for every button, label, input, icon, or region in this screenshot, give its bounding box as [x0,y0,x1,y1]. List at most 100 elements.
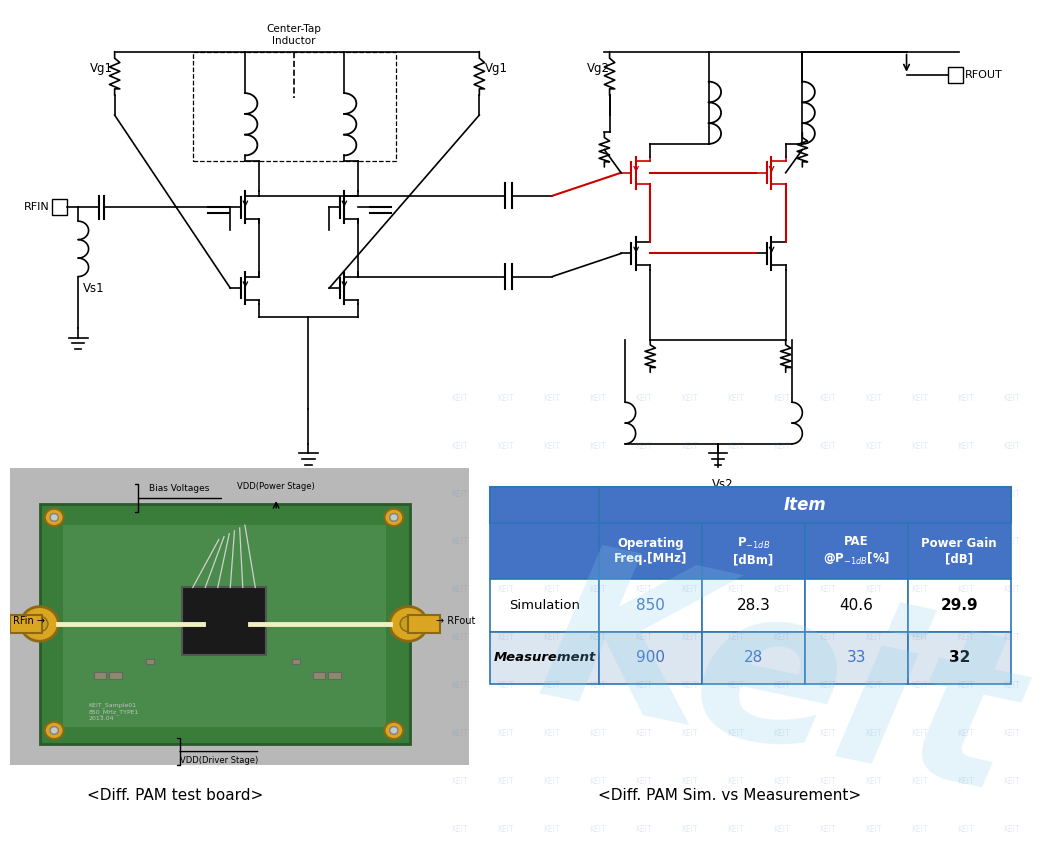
Bar [182,587,266,654]
Text: KEIT: KEIT [636,778,652,786]
Text: KEIT: KEIT [1003,682,1020,690]
Text: KEIT: KEIT [912,441,928,451]
Bar [702,579,804,632]
Text: KEIT: KEIT [727,394,744,403]
Bar [52,199,67,215]
Text: KEIT: KEIT [912,633,928,643]
Text: KEIT: KEIT [820,586,837,594]
Text: Vs1: Vs1 [83,282,105,295]
Text: KEIT: KEIT [774,490,790,498]
Text: 28.3: 28.3 [737,598,770,613]
Text: KEIT: KEIT [544,441,561,451]
Text: KEIT: KEIT [912,394,928,403]
Bar [908,632,1011,684]
Text: 850: 850 [637,598,665,613]
Text: KEIT: KEIT [1003,586,1020,594]
Text: Vg2: Vg2 [587,62,610,76]
Text: KEIT: KEIT [544,778,561,786]
Text: KEIT: KEIT [498,586,515,594]
Text: KEIT: KEIT [681,682,698,690]
Text: KEIT: KEIT [544,490,561,498]
Text: KEIT: KEIT [958,394,974,403]
Text: KEIT: KEIT [774,682,790,690]
Text: KEIT: KEIT [636,633,652,643]
Bar [109,672,122,678]
Circle shape [45,722,64,740]
Circle shape [390,607,427,641]
Circle shape [45,509,64,526]
Text: VDD(Power Stage): VDD(Power Stage) [238,483,315,491]
Bar [702,523,804,579]
Circle shape [31,616,48,632]
Text: KEIT: KEIT [451,394,468,403]
Text: KEIT: KEIT [820,729,837,739]
Text: <Diff. PAM test board>: <Diff. PAM test board> [86,787,264,802]
Bar [948,66,963,82]
Text: KEIT: KEIT [958,682,974,690]
Text: KEIT: KEIT [958,633,974,643]
Text: KEIT: KEIT [774,778,790,786]
Text: Center-Tap
Inductor: Center-Tap Inductor [267,25,321,46]
Text: KEIT: KEIT [727,729,744,739]
Text: 28: 28 [744,650,763,666]
Bar [10,615,42,632]
Bar [908,523,1011,579]
Text: KEIT: KEIT [1003,778,1020,786]
Text: KEIT: KEIT [451,633,468,643]
Text: KEIT: KEIT [498,441,515,451]
Bar [804,523,908,579]
Text: <Diff. PAM Sim. vs Measurement>: <Diff. PAM Sim. vs Measurement> [598,787,862,802]
Text: KEIT: KEIT [958,729,974,739]
Bar [292,660,300,664]
Text: KEIT: KEIT [451,825,468,835]
Text: 29.9: 29.9 [941,598,978,613]
Text: KEIT: KEIT [498,490,515,498]
Text: KEIT: KEIT [1003,537,1020,547]
Text: KEIT: KEIT [451,441,468,451]
Text: KEIT: KEIT [1003,825,1020,835]
Bar [94,672,106,678]
Text: KEIT: KEIT [820,778,837,786]
Text: KEIT: KEIT [498,778,515,786]
Text: KEIT: KEIT [727,490,744,498]
Text: KEIT: KEIT [820,537,837,547]
Text: KEIT: KEIT [958,441,974,451]
Text: KEIT: KEIT [451,729,468,739]
Text: KEIT: KEIT [958,778,974,786]
Text: KEIT: KEIT [590,729,606,739]
Text: KEIT: KEIT [544,682,561,690]
Text: KEIT: KEIT [498,633,515,643]
Circle shape [384,509,403,526]
Text: KEIT: KEIT [590,825,606,835]
Text: KEIT: KEIT [451,537,468,547]
Text: RFOUT: RFOUT [965,70,1002,80]
Circle shape [50,727,58,734]
Text: KEIT: KEIT [866,729,883,739]
Text: KEIT: KEIT [590,441,606,451]
Circle shape [390,727,398,734]
Text: RFin →: RFin → [13,616,45,626]
Text: KEIT: KEIT [1003,394,1020,403]
Text: KEIT: KEIT [912,682,928,690]
Text: KEIT: KEIT [544,394,561,403]
Text: 32: 32 [948,650,970,666]
Text: KEIT: KEIT [727,441,744,451]
Text: KEIT: KEIT [727,537,744,547]
Bar [490,632,599,684]
Text: KEIT_Sample01
850_MHz_TYPE1
2013.04: KEIT_Sample01 850_MHz_TYPE1 2013.04 [89,703,139,721]
Text: Vg1: Vg1 [485,62,507,76]
Text: RFIN: RFIN [24,202,50,212]
Bar [908,579,1011,632]
Text: P$_{-1dB}$
[dBm]: P$_{-1dB}$ [dBm] [734,536,773,566]
Text: KEIT: KEIT [912,537,928,547]
Text: KEIT: KEIT [1003,729,1020,739]
Text: KEIT: KEIT [681,394,698,403]
Bar [313,672,325,678]
Text: KEIT: KEIT [498,682,515,690]
Text: KEIT: KEIT [498,537,515,547]
Text: Bias Voltages: Bias Voltages [149,484,209,493]
Bar [599,632,702,684]
Text: KEIT: KEIT [774,825,790,835]
Text: KEIT: KEIT [544,586,561,594]
Text: KEIT: KEIT [958,537,974,547]
